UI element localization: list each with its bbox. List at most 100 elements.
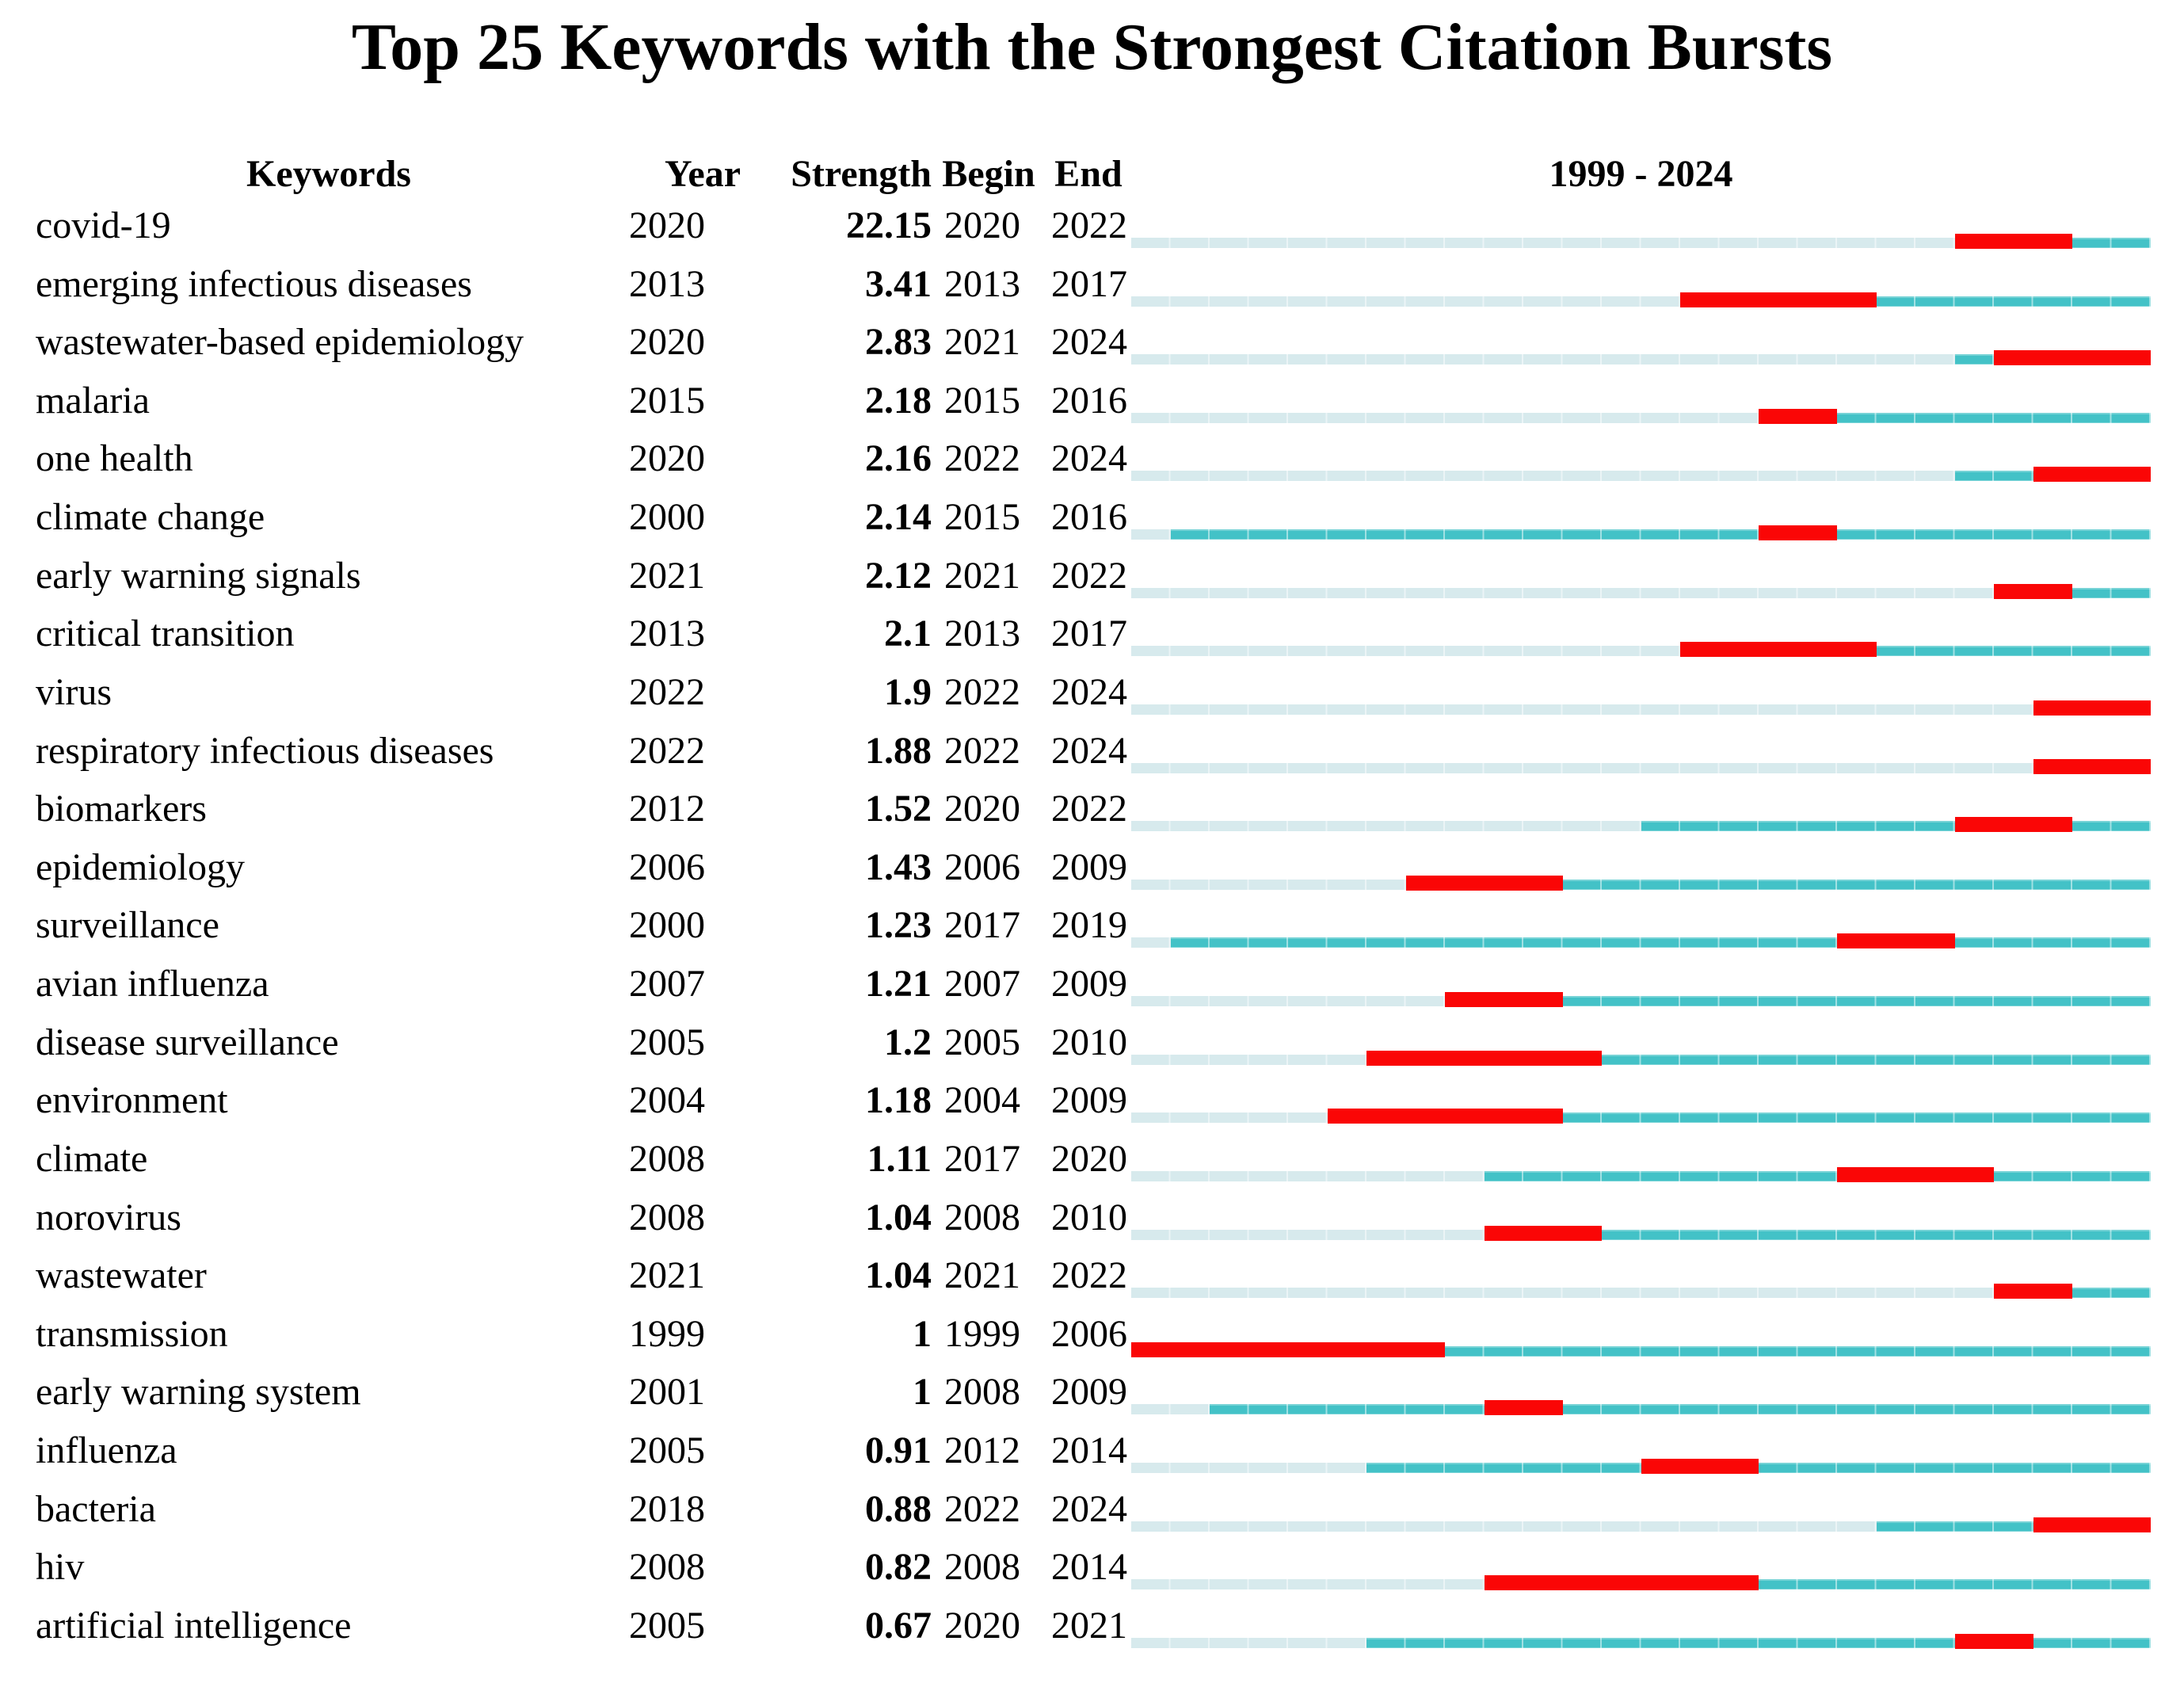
strength-value: 0.88 (865, 1487, 932, 1530)
begin-value: 2013 (944, 613, 1020, 655)
year-value: 2007 (629, 963, 705, 1006)
keyword-row: one health 2020 2.16 2022 2024 (0, 431, 2184, 490)
year-separators (1131, 1288, 2151, 1299)
burst-segment (1405, 875, 1563, 891)
column-header-end: End (1054, 153, 1122, 195)
column-header-begin: Begin (942, 153, 1035, 195)
end-value: 2016 (1051, 379, 1127, 422)
year-separators (1131, 1054, 2151, 1065)
year-value: 2022 (629, 729, 705, 772)
begin-value: 2015 (944, 379, 1020, 422)
begin-value: 2022 (944, 437, 1020, 480)
keyword-label: respiratory infectious diseases (36, 729, 494, 772)
strength-value: 0.82 (865, 1546, 932, 1589)
keyword-label: malaria (36, 379, 150, 422)
year-separators (1131, 821, 2151, 832)
keyword-label: early warning signals (36, 554, 361, 597)
end-value: 2010 (1051, 1196, 1127, 1238)
begin-value: 2008 (944, 1371, 1020, 1414)
timeline-bar (1131, 408, 2151, 424)
keyword-label: surveillance (36, 904, 219, 947)
year-separators (1131, 296, 2151, 307)
burst-segment (1327, 1109, 1563, 1124)
timeline-bar (1131, 933, 2151, 949)
year-value: 1999 (629, 1312, 705, 1355)
end-value: 2024 (1051, 670, 1127, 713)
year-separators (1131, 471, 2151, 482)
end-value: 2022 (1051, 204, 1127, 246)
burst-segment (1994, 1284, 2072, 1299)
timeline-bar (1131, 525, 2151, 541)
burst-segment (2033, 758, 2151, 774)
strength-value: 2.1 (884, 613, 932, 655)
column-header-strength: Strength (791, 153, 932, 195)
begin-value: 2021 (944, 1254, 1020, 1297)
year-value: 2005 (629, 1021, 705, 1063)
end-value: 2019 (1051, 904, 1127, 947)
keyword-row: hiv 2008 0.82 2008 2014 (0, 1540, 2184, 1598)
keyword-row: biomarkers 2012 1.52 2020 2022 (0, 781, 2184, 840)
timeline-bar (1131, 1166, 2151, 1182)
keyword-row: influenza 2005 0.91 2012 2014 (0, 1423, 2184, 1482)
begin-value: 2008 (944, 1546, 1020, 1589)
year-separators (1131, 1170, 2151, 1181)
year-value: 2008 (629, 1137, 705, 1180)
year-value: 2008 (629, 1546, 705, 1589)
keyword-label: biomarkers (36, 788, 207, 830)
begin-value: 2008 (944, 1196, 1020, 1238)
burst-segment (1641, 1459, 1759, 1475)
year-separators (1131, 1521, 2151, 1532)
end-value: 2009 (1051, 845, 1127, 888)
begin-value: 2017 (944, 1137, 1020, 1180)
burst-segment (1837, 933, 1955, 949)
timeline-bar (1131, 234, 2151, 249)
timeline-bar (1131, 583, 2151, 599)
end-value: 2024 (1051, 321, 1127, 364)
keyword-label: hiv (36, 1546, 85, 1589)
begin-value: 2013 (944, 262, 1020, 305)
end-value: 2022 (1051, 788, 1127, 830)
keyword-label: disease surveillance (36, 1021, 339, 1063)
year-value: 2013 (629, 262, 705, 305)
end-value: 2016 (1051, 496, 1127, 539)
timeline-bar (1131, 1459, 2151, 1475)
strength-value: 0.91 (865, 1429, 932, 1472)
strength-value: 1.04 (865, 1196, 932, 1238)
keyword-row: disease surveillance 2005 1.2 2005 2010 (0, 1015, 2184, 1074)
year-separators (1131, 704, 2151, 715)
keyword-row: emerging infectious diseases 2013 3.41 2… (0, 257, 2184, 315)
end-value: 2014 (1051, 1546, 1127, 1589)
year-separators (1131, 1404, 2151, 1415)
keyword-label: influenza (36, 1429, 177, 1472)
year-separators (1131, 1112, 2151, 1124)
year-value: 2000 (629, 904, 705, 947)
keyword-row: epidemiology 2006 1.43 2006 2009 (0, 840, 2184, 899)
end-value: 2010 (1051, 1021, 1127, 1063)
keyword-row: bacteria 2018 0.88 2022 2024 (0, 1482, 2184, 1540)
burst-segment (1759, 408, 1837, 424)
end-value: 2020 (1051, 1137, 1127, 1180)
strength-value: 1.2 (884, 1021, 932, 1063)
burst-segment (1484, 1225, 1602, 1241)
burst-segment (1484, 1575, 1759, 1591)
strength-value: 1.43 (865, 845, 932, 888)
burst-segment (1954, 1633, 2033, 1649)
timeline-bar (1131, 467, 2151, 483)
begin-value: 2020 (944, 204, 1020, 246)
keyword-row: virus 2022 1.9 2022 2024 (0, 665, 2184, 723)
year-separators (1131, 937, 2151, 948)
keyword-label: wastewater (36, 1254, 207, 1297)
begin-value: 2020 (944, 788, 1020, 830)
year-separators (1131, 529, 2151, 540)
year-value: 2013 (629, 613, 705, 655)
strength-value: 1.04 (865, 1254, 932, 1297)
begin-value: 2015 (944, 496, 1020, 539)
year-value: 2001 (629, 1371, 705, 1414)
end-value: 2009 (1051, 1371, 1127, 1414)
strength-value: 1.9 (884, 670, 932, 713)
year-value: 2000 (629, 496, 705, 539)
year-separators (1131, 1637, 2151, 1648)
timeline-bar (1131, 1109, 2151, 1124)
strength-value: 2.12 (865, 554, 932, 597)
